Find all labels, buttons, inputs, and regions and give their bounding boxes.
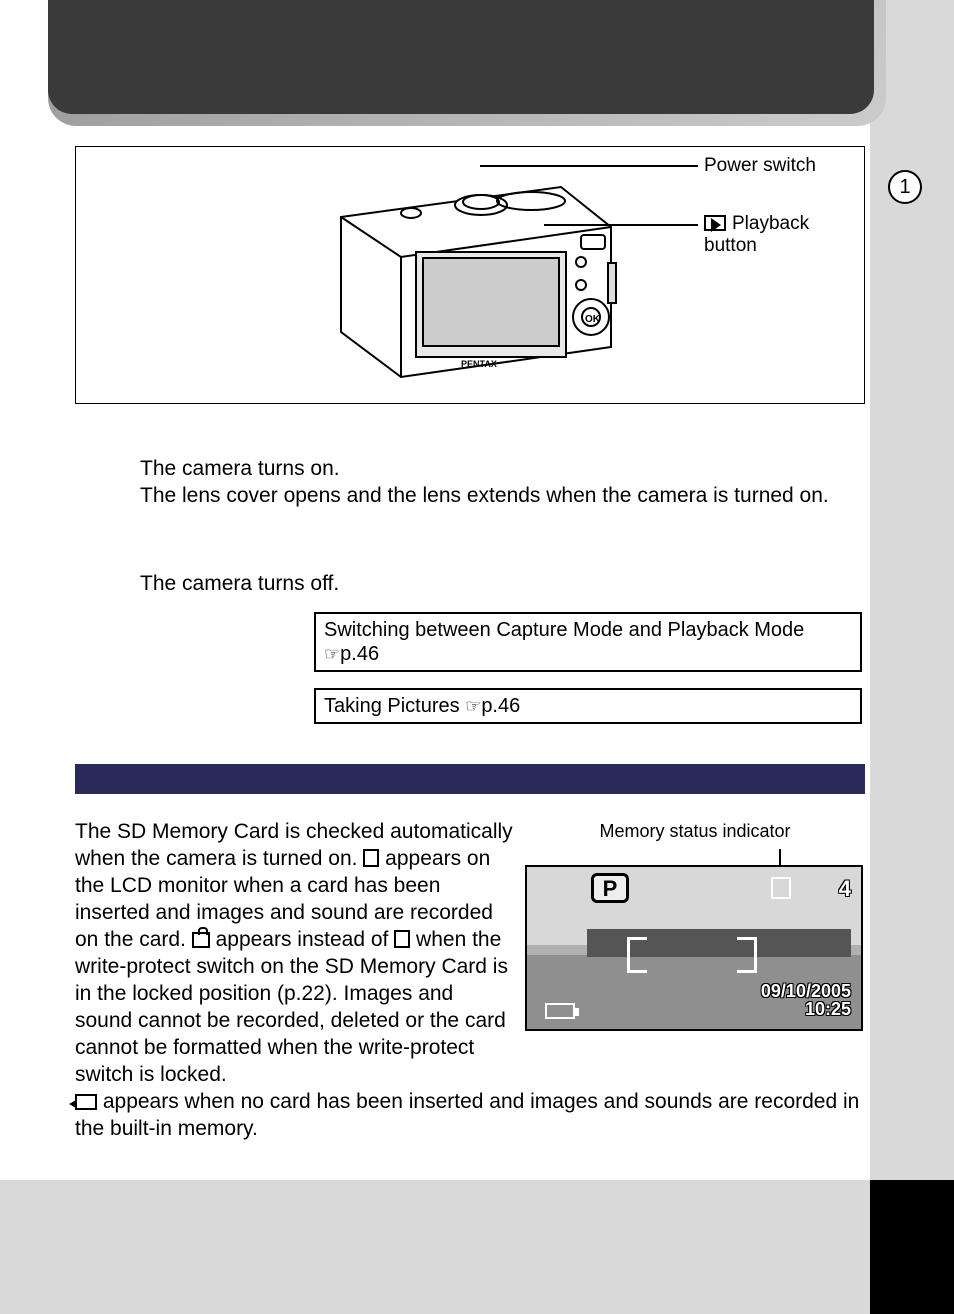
camera-diagram-box: OK PENTAX Power switch Playback button [75, 146, 865, 404]
mem-text-d: when the write-protect switch on the SD … [75, 928, 508, 1086]
section-number-badge: 1 [888, 170, 922, 204]
lcd-mode-badge: P [591, 873, 629, 903]
turns-off-text: The camera turns off. [140, 570, 862, 597]
reference-box-1: Switching between Capture Mode and Playb… [314, 612, 862, 672]
callout-line-power [480, 165, 698, 167]
lcd-figure: Memory status indicator P 4 09/10/2005 1… [525, 818, 865, 1031]
lcd-time: 10:25 [805, 996, 851, 1023]
ref1-page: p.46 [340, 643, 379, 665]
reference-box-2: Taking Pictures ☞p.46 [314, 688, 862, 724]
lcd-count: 4 [839, 875, 851, 902]
brand-text: PENTAX [461, 359, 497, 369]
footer-black-tab [870, 1180, 954, 1314]
lcd-battery-icon [545, 1003, 575, 1019]
lcd-indicator-line [779, 849, 781, 865]
turns-on-line2: The lens cover opens and the lens extend… [140, 482, 862, 509]
pointer-icon: ☞ [324, 644, 340, 664]
callout-playback-label: Playback button [704, 213, 864, 257]
ref2-page: p.46 [481, 695, 520, 717]
svg-text:OK: OK [585, 314, 601, 325]
callout-power-label: Power switch [704, 155, 816, 177]
ref2-text: Taking Pictures [324, 695, 465, 717]
internal-memory-icon [75, 1094, 97, 1110]
sd-locked-icon [192, 932, 210, 948]
lcd-caption: Memory status indicator [525, 818, 865, 845]
callout-line-playback [544, 224, 698, 226]
lcd-screen: P 4 09/10/2005 10:25 [525, 865, 863, 1031]
section-heading-bar [75, 764, 865, 794]
mem-text-c: appears instead of [210, 928, 394, 951]
camera-illustration: OK PENTAX [311, 157, 641, 387]
lcd-card-icon [771, 877, 791, 899]
turns-on-text: The camera turns on. The lens cover open… [140, 455, 862, 509]
mem-text-e: appears when no card has been inserted a… [75, 1090, 859, 1140]
memory-paragraph: Memory status indicator P 4 09/10/2005 1… [75, 818, 865, 1142]
sd-card-icon [394, 930, 410, 948]
sd-card-icon [363, 849, 379, 867]
pointer-icon: ☞ [465, 696, 481, 716]
ref1-line1: Switching between Capture Mode and Playb… [324, 618, 852, 642]
turns-on-line1: The camera turns on. [140, 455, 862, 482]
playback-icon [704, 215, 726, 231]
header-dark-panel [48, 0, 874, 114]
